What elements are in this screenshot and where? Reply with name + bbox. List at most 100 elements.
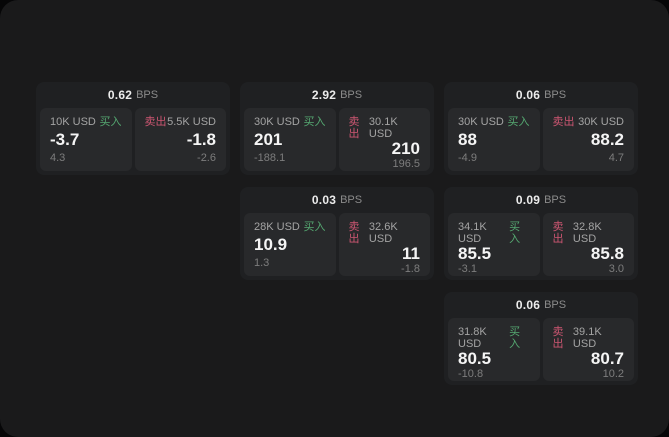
spread-value: 0.06: [515, 88, 541, 102]
buy-size-label: 30K USD: [254, 116, 300, 128]
buy-side-tag: 买入: [509, 326, 521, 350]
sell-panel-top: 卖出 30K USD: [553, 116, 625, 128]
spread-value: 0.09: [515, 193, 541, 207]
buy-size-label: 28K USD: [254, 221, 300, 233]
buy-price: 201: [254, 130, 283, 149]
sell-size-label: 32.6K USD: [368, 221, 398, 245]
buy-side-tag: 买入: [507, 116, 530, 128]
buy-quote-panel[interactable]: 10K USD 买入 -3.7 4.3: [40, 108, 132, 171]
sell-side-tag: 卖出: [348, 116, 360, 140]
buy-side-tag: 买入: [99, 116, 122, 128]
sell-quote-panel[interactable]: 卖出 5.5K USD -1.8 -2.6: [134, 108, 226, 171]
sell-sub-value: 196.5: [392, 158, 420, 170]
quote-card: 0.62 BPS 10K USD 买入 -3.7 4.3 卖出 5.5K USD…: [36, 82, 230, 175]
buy-sub-value: 4.3: [50, 152, 66, 164]
buy-size-label: 10K USD: [50, 116, 96, 128]
spread-header: 0.06 BPS: [448, 82, 634, 108]
buy-quote-panel[interactable]: 31.8K USD 买入 80.5 -10.8: [448, 318, 540, 381]
sell-quote-panel[interactable]: 卖出 30.1K USD 210 196.5: [338, 108, 430, 171]
buy-panel-top: 34.1K USD 买入: [458, 221, 530, 245]
sell-side-tag: 卖出: [552, 326, 564, 350]
spread-header: 0.06 BPS: [448, 292, 634, 318]
spread-unit: BPS: [136, 89, 159, 101]
buy-panel-top: 30K USD 买入: [458, 116, 530, 128]
sell-quote-panel[interactable]: 卖出 30K USD 88.2 4.7: [542, 108, 634, 171]
buy-sub-value: -3.1: [458, 263, 477, 275]
quote-grid: 0.62 BPS 10K USD 买入 -3.7 4.3 卖出 5.5K USD…: [36, 82, 638, 385]
spread-unit: BPS: [544, 89, 567, 101]
buy-panel-top: 10K USD 买入: [50, 116, 122, 128]
spread-unit: BPS: [544, 194, 567, 206]
buy-price: 80.5: [458, 349, 492, 368]
spread-header: 2.92 BPS: [244, 82, 430, 108]
sell-side-tag: 卖出: [552, 116, 575, 128]
spread-value: 0.03: [311, 193, 337, 207]
quote-card: 0.06 BPS 30K USD 买入 88 -4.9 卖出 30K USD 8…: [444, 82, 638, 175]
buy-sub-value: 1.3: [254, 257, 270, 269]
buy-size-label: 30K USD: [458, 116, 504, 128]
buy-sub-value: -188.1: [254, 152, 286, 164]
spread-value: 0.62: [107, 88, 133, 102]
buy-price: 88: [458, 130, 477, 149]
sell-size-label: 30K USD: [578, 116, 624, 128]
buy-quote-panel[interactable]: 34.1K USD 买入 85.5 -3.1: [448, 213, 540, 276]
spread-header: 0.03 BPS: [244, 187, 430, 213]
sell-panel-top: 卖出 32.8K USD: [553, 221, 625, 245]
buy-size-label: 31.8K USD: [458, 326, 487, 350]
buy-quote-panel[interactable]: 30K USD 买入 88 -4.9: [448, 108, 540, 171]
spread-header: 0.09 BPS: [448, 187, 634, 213]
buy-side-tag: 买入: [303, 221, 326, 233]
quote-card: 0.03 BPS 28K USD 买入 10.9 1.3 卖出 32.6K US…: [240, 187, 434, 280]
quote-panels: 10K USD 买入 -3.7 4.3 卖出 5.5K USD -1.8 -2.…: [40, 108, 226, 171]
buy-panel-top: 31.8K USD 买入: [458, 326, 530, 350]
buy-sub-value: -10.8: [458, 368, 484, 380]
buy-quote-panel[interactable]: 30K USD 买入 201 -188.1: [244, 108, 336, 171]
buy-panel-top: 28K USD 买入: [254, 221, 326, 233]
quote-card: 0.09 BPS 34.1K USD 买入 85.5 -3.1 卖出 32.8K…: [444, 187, 638, 280]
sell-price: 210: [391, 139, 420, 158]
sell-price: 11: [402, 244, 420, 263]
spread-unit: BPS: [340, 194, 363, 206]
spread-unit: BPS: [544, 299, 567, 311]
spread-value: 2.92: [311, 88, 337, 102]
sell-price: -1.8: [186, 130, 216, 149]
sell-side-tag: 卖出: [348, 221, 360, 245]
sell-size-label: 32.8K USD: [572, 221, 602, 245]
buy-sub-value: -4.9: [458, 152, 477, 164]
buy-side-tag: 买入: [509, 221, 521, 245]
sell-quote-panel[interactable]: 卖出 32.8K USD 85.8 3.0: [542, 213, 634, 276]
sell-panel-top: 卖出 39.1K USD: [553, 326, 625, 350]
spread-unit: BPS: [340, 89, 363, 101]
buy-price: 85.5: [458, 244, 492, 263]
sell-panel-top: 卖出 5.5K USD: [145, 116, 217, 128]
quote-panels: 30K USD 买入 201 -188.1 卖出 30.1K USD 210 1…: [244, 108, 430, 171]
sell-size-label: 30.1K USD: [368, 116, 398, 140]
sell-size-label: 5.5K USD: [167, 116, 216, 128]
sell-price: 80.7: [590, 349, 624, 368]
sell-sub-value: 10.2: [602, 368, 624, 380]
sell-side-tag: 卖出: [144, 116, 167, 128]
buy-panel-top: 30K USD 买入: [254, 116, 326, 128]
spread-header: 0.62 BPS: [40, 82, 226, 108]
sell-panel-top: 卖出 30.1K USD: [349, 116, 421, 140]
quote-panels: 28K USD 买入 10.9 1.3 卖出 32.6K USD 11 -1.8: [244, 213, 430, 276]
buy-quote-panel[interactable]: 28K USD 买入 10.9 1.3: [244, 213, 336, 276]
sell-quote-panel[interactable]: 卖出 32.6K USD 11 -1.8: [338, 213, 430, 276]
quote-panels: 30K USD 买入 88 -4.9 卖出 30K USD 88.2 4.7: [448, 108, 634, 171]
sell-sub-value: -1.8: [401, 263, 420, 275]
sell-quote-panel[interactable]: 卖出 39.1K USD 80.7 10.2: [542, 318, 634, 381]
quote-panels: 31.8K USD 买入 80.5 -10.8 卖出 39.1K USD 80.…: [448, 318, 634, 381]
buy-price: 10.9: [254, 235, 288, 254]
sell-sub-value: 3.0: [608, 263, 624, 275]
sell-size-label: 39.1K USD: [572, 326, 602, 350]
buy-size-label: 34.1K USD: [458, 221, 487, 245]
quote-card: 2.92 BPS 30K USD 买入 201 -188.1 卖出 30.1K …: [240, 82, 434, 175]
buy-side-tag: 买入: [303, 116, 326, 128]
sell-price: 88.2: [590, 130, 624, 149]
sell-sub-value: 4.7: [608, 152, 624, 164]
sell-panel-top: 卖出 32.6K USD: [349, 221, 421, 245]
quote-panels: 34.1K USD 买入 85.5 -3.1 卖出 32.8K USD 85.8…: [448, 213, 634, 276]
buy-price: -3.7: [50, 130, 80, 149]
sell-price: 85.8: [590, 244, 624, 263]
